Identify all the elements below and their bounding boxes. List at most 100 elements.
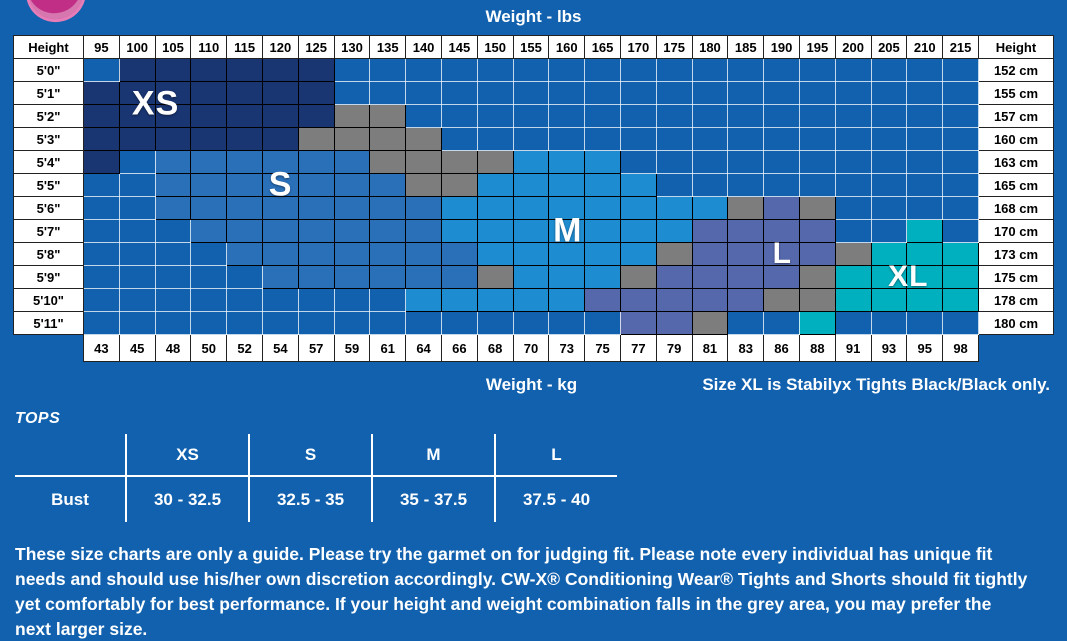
grid-header-row: Height 95 100 105 110 115 120 125 130 135 140 145 15… xyxy=(13,35,1054,59)
grid-cell-xl xyxy=(942,265,979,289)
grid-cell-empty xyxy=(476,104,514,128)
grid-cell-s xyxy=(440,265,478,289)
grid-cell-empty xyxy=(476,127,514,151)
grid-cell-empty xyxy=(118,219,156,243)
grid-row: 5'11" 180 cm xyxy=(13,311,1054,335)
weight-lbs-header: 185 xyxy=(727,35,765,59)
grid-cell-empty xyxy=(512,311,550,335)
grid-cell-m xyxy=(512,173,550,197)
grid-cell-empty xyxy=(763,127,800,151)
grid-cell-xs xyxy=(190,81,228,105)
grid-cell-empty xyxy=(297,311,335,335)
weight-lbs-header: 210 xyxy=(906,35,944,59)
grid-cell-empty xyxy=(369,58,407,82)
grid-cell-empty xyxy=(619,104,657,128)
grid-cell-l xyxy=(763,242,800,266)
grid-cell-g xyxy=(763,288,800,312)
grid-cell-s xyxy=(333,173,371,197)
grid-cell-s xyxy=(190,219,228,243)
height-ft-label: 5'7" xyxy=(13,219,84,243)
grid-cell-l xyxy=(584,288,621,312)
grid-cell-empty xyxy=(118,173,156,197)
grid-cell-empty xyxy=(655,127,693,151)
weight-lbs-header: 140 xyxy=(405,35,442,59)
grid-cell-empty xyxy=(798,150,836,174)
grid-cell-xs xyxy=(190,127,228,151)
grid-cell-empty xyxy=(727,150,765,174)
grid-cell-g xyxy=(798,288,836,312)
grid-cell-s xyxy=(190,150,228,174)
grid-cell-empty xyxy=(834,127,872,151)
grid-cell-s xyxy=(405,265,442,289)
grid-cell-s xyxy=(297,196,335,220)
grid-cell-empty xyxy=(942,58,979,82)
grid-cell-empty xyxy=(548,311,586,335)
grid-cell-s xyxy=(333,242,371,266)
weight-lbs-header: 195 xyxy=(798,35,836,59)
height-cm-label: 160 cm xyxy=(978,127,1054,151)
height-cm-label: 155 cm xyxy=(978,81,1054,105)
grid-cell-empty xyxy=(727,173,765,197)
grid-cell-empty xyxy=(655,58,693,82)
grid-row: 5'9" 175 cm xyxy=(13,265,1054,289)
grid-cell-m xyxy=(655,196,693,220)
grid-cell-m xyxy=(655,219,693,243)
weight-kg-value: 66 xyxy=(440,334,478,362)
grid-cell-empty xyxy=(548,127,586,151)
weight-lbs-header: 170 xyxy=(619,35,657,59)
grid-cell-g xyxy=(405,150,442,174)
height-cm-label: 170 cm xyxy=(978,219,1054,243)
grid-row: 5'0" 152 cm xyxy=(13,58,1054,82)
grid-cell-xs xyxy=(190,58,228,82)
grid-cell-g xyxy=(655,242,693,266)
grid-cell-l xyxy=(655,265,693,289)
grid-cell-empty xyxy=(154,265,192,289)
height-cm-label: 180 cm xyxy=(978,311,1054,335)
grid-cell-l xyxy=(691,288,729,312)
grid-cell-m xyxy=(440,196,478,220)
fit-disclaimer: These size charts are only a guide. Plea… xyxy=(15,542,1052,641)
tops-col-header-s: S xyxy=(249,434,373,477)
grid-cell-xs xyxy=(83,150,120,174)
tops-bust-value-xs: 30 - 32.5 xyxy=(126,476,250,522)
grid-cell-empty xyxy=(369,288,407,312)
grid-cell-xs xyxy=(261,81,299,105)
grid-cell-xs xyxy=(190,104,228,128)
grid-cell-empty xyxy=(548,104,586,128)
grid-cell-xs xyxy=(261,58,299,82)
height-cm-label: 178 cm xyxy=(978,288,1054,312)
grid-cell-empty xyxy=(261,288,299,312)
grid-cell-m xyxy=(476,173,514,197)
height-cm-label: 173 cm xyxy=(978,242,1054,266)
grid-cell-empty xyxy=(763,311,800,335)
grid-cell-m xyxy=(512,150,550,174)
grid-cell-g xyxy=(369,150,407,174)
grid-cell-empty xyxy=(942,150,979,174)
grid-cell-empty xyxy=(226,288,263,312)
grid-cell-g xyxy=(691,311,729,335)
grid-cell-empty xyxy=(476,58,514,82)
grid-cell-xl xyxy=(870,242,908,266)
weight-lbs-header: 165 xyxy=(584,35,621,59)
weight-lbs-header: 95 xyxy=(83,35,120,59)
grid-cell-xs xyxy=(118,127,156,151)
grid-cell-empty xyxy=(154,288,192,312)
size-region-label-xs: XS xyxy=(131,84,180,123)
grid-cell-empty xyxy=(405,81,442,105)
weight-kg-value: 59 xyxy=(333,334,371,362)
grid-cell-xs xyxy=(83,81,120,105)
tops-measurements-table: XS S M L Bust 30 - 32.5 32.5 - 35 35 - 3… xyxy=(15,434,617,522)
grid-cell-empty xyxy=(261,311,299,335)
grid-cell-empty xyxy=(333,288,371,312)
grid-cell-s xyxy=(226,196,263,220)
weight-kg-value: 45 xyxy=(118,334,156,362)
weight-kg-value: 50 xyxy=(190,334,228,362)
grid-cell-empty xyxy=(83,173,120,197)
height-ft-label: 5'10" xyxy=(13,288,84,312)
grid-cell-m xyxy=(584,150,621,174)
tops-header-row: XS S M L xyxy=(15,434,617,477)
height-ft-label: 5'3" xyxy=(13,127,84,151)
height-ft-label: 5'2" xyxy=(13,104,84,128)
grid-cell-s xyxy=(369,219,407,243)
grid-cell-s xyxy=(154,196,192,220)
